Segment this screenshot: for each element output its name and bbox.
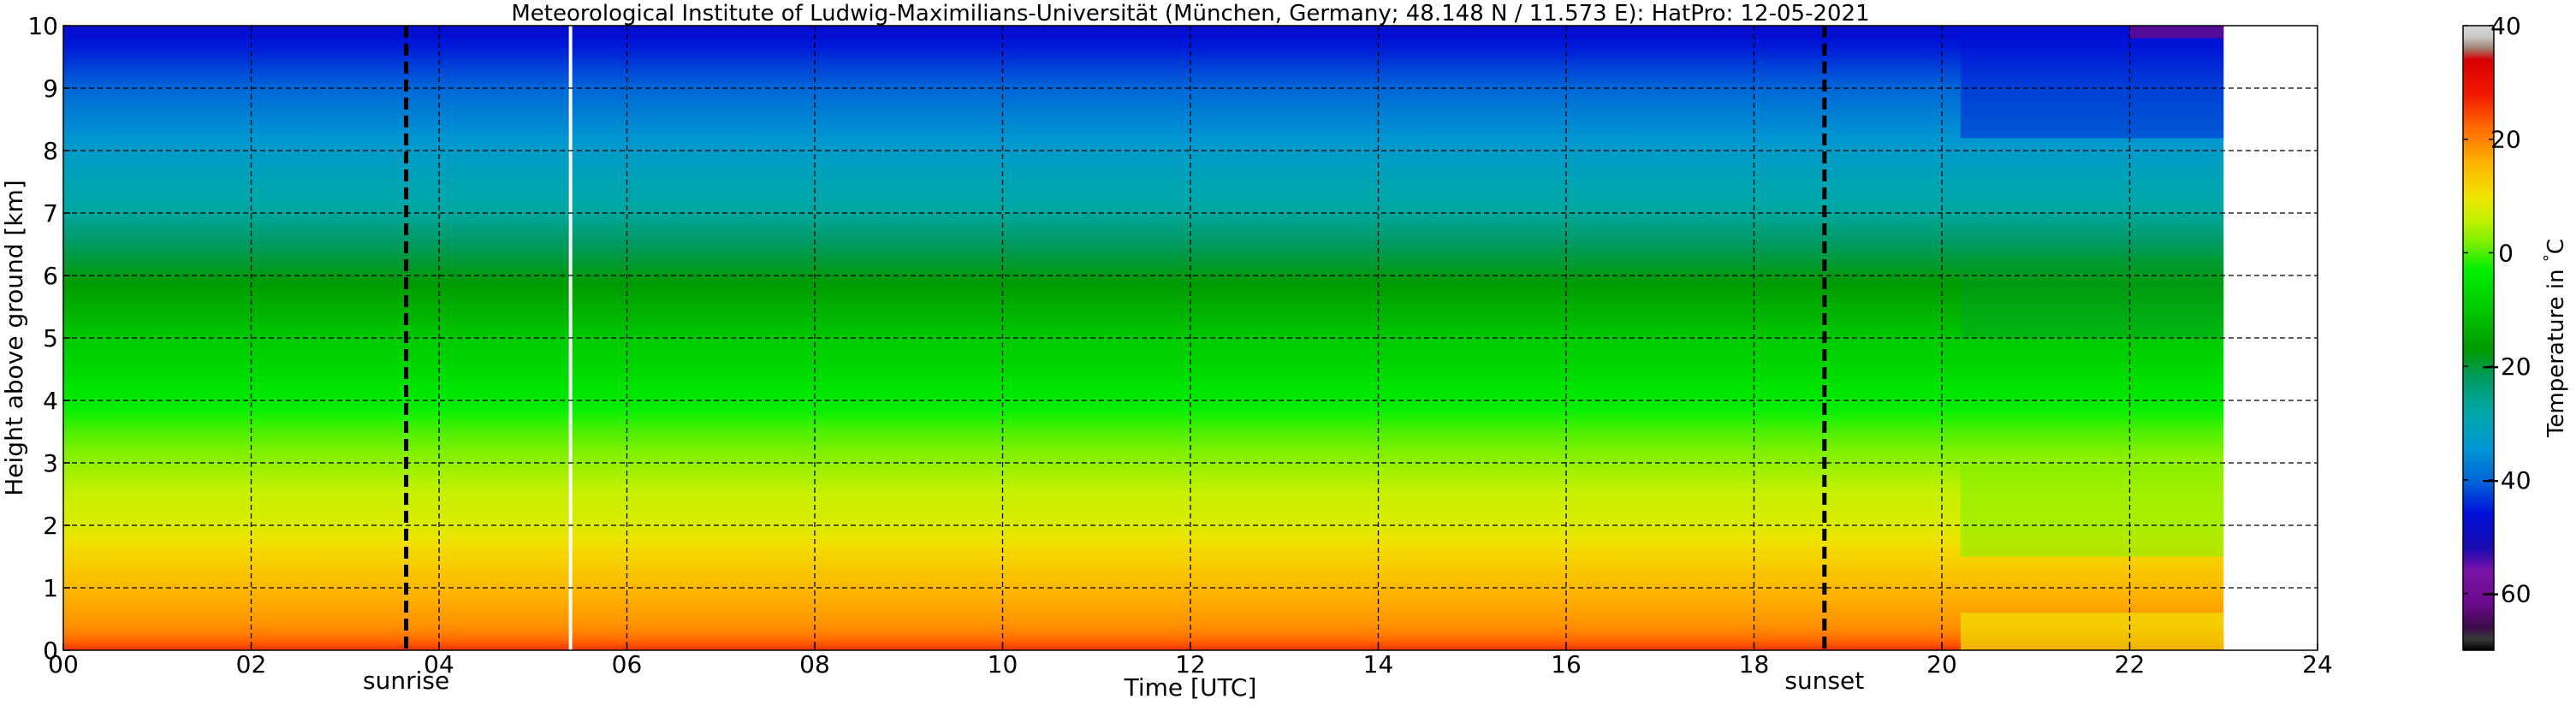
colorbar-tick-label: −60 (2480, 580, 2531, 608)
event-markers: sunrise sunset (363, 26, 1864, 695)
y-axis-label: Height above ground [km] (0, 180, 28, 496)
x-tick-label: 16 (1551, 650, 1582, 678)
x-tick-label: 02 (236, 650, 267, 678)
y-tick-label: 7 (43, 199, 58, 228)
plot-area: sunrise sunset (62, 25, 2318, 695)
x-tick-label: 20 (1926, 650, 1957, 678)
x-tick-label: 24 (2302, 650, 2333, 678)
colorbar-label: Temperature in °C (2541, 239, 2570, 438)
colorbar-tick-label: 0 (2498, 239, 2514, 267)
x-tick-label: 22 (2115, 650, 2146, 678)
x-tick-label: 08 (799, 650, 830, 678)
grid-lines (63, 26, 2318, 650)
x-tick-label: 18 (1739, 650, 1770, 678)
chart-title: Meteorological Institute of Ludwig-Maxim… (511, 1, 1869, 27)
y-tick-label: 5 (43, 324, 58, 352)
colorbar-tick-label: 40 (2490, 12, 2521, 40)
y-tick-label: 8 (43, 137, 58, 165)
x-axis: 00 02 04 06 08 10 12 14 16 18 20 22 24 (48, 643, 2333, 678)
colorbar-tick-label: 20 (2490, 126, 2521, 154)
x-tick-label: 12 (1175, 650, 1206, 678)
night-mid-cold (1960, 257, 2224, 338)
y-tick-label: 4 (43, 387, 58, 415)
night-surface-cool (1960, 613, 2224, 650)
y-tick-label: 10 (27, 12, 58, 40)
colorbar: 40 20 0 −20 −40 −60 (2462, 12, 2531, 651)
y-tick-label: 1 (43, 574, 58, 602)
colorbar-bar (2462, 25, 2495, 651)
event-label-sunrise: sunrise (363, 666, 449, 695)
y-tick-label: 0 (43, 637, 58, 665)
x-tick-label: 10 (988, 650, 1018, 678)
degree-superscript: ° (2541, 254, 2559, 262)
y-tick-label: 3 (43, 449, 58, 477)
night-low-cool (1960, 463, 2224, 557)
colorbar-tick-label: −20 (2480, 352, 2531, 381)
x-tick-label: 06 (612, 650, 643, 678)
y-axis: 0 1 2 3 4 5 6 7 8 9 10 (27, 12, 70, 665)
night-top-purple (2129, 26, 2224, 39)
y-tick-label: 9 (43, 74, 58, 103)
night-cooling-region (1960, 26, 2224, 650)
event-label-sunset: sunset (1784, 666, 1864, 695)
x-axis-label: Time [UTC] (1124, 673, 1257, 702)
x-tick-label: 00 (48, 650, 79, 678)
x-tick-label: 04 (424, 650, 454, 678)
y-tick-label: 6 (43, 262, 58, 290)
colorbar-tick-label: −40 (2480, 466, 2531, 495)
y-tick-label: 2 (43, 512, 58, 540)
night-upper-cold (1960, 26, 2224, 139)
x-tick-label: 14 (1363, 650, 1394, 678)
